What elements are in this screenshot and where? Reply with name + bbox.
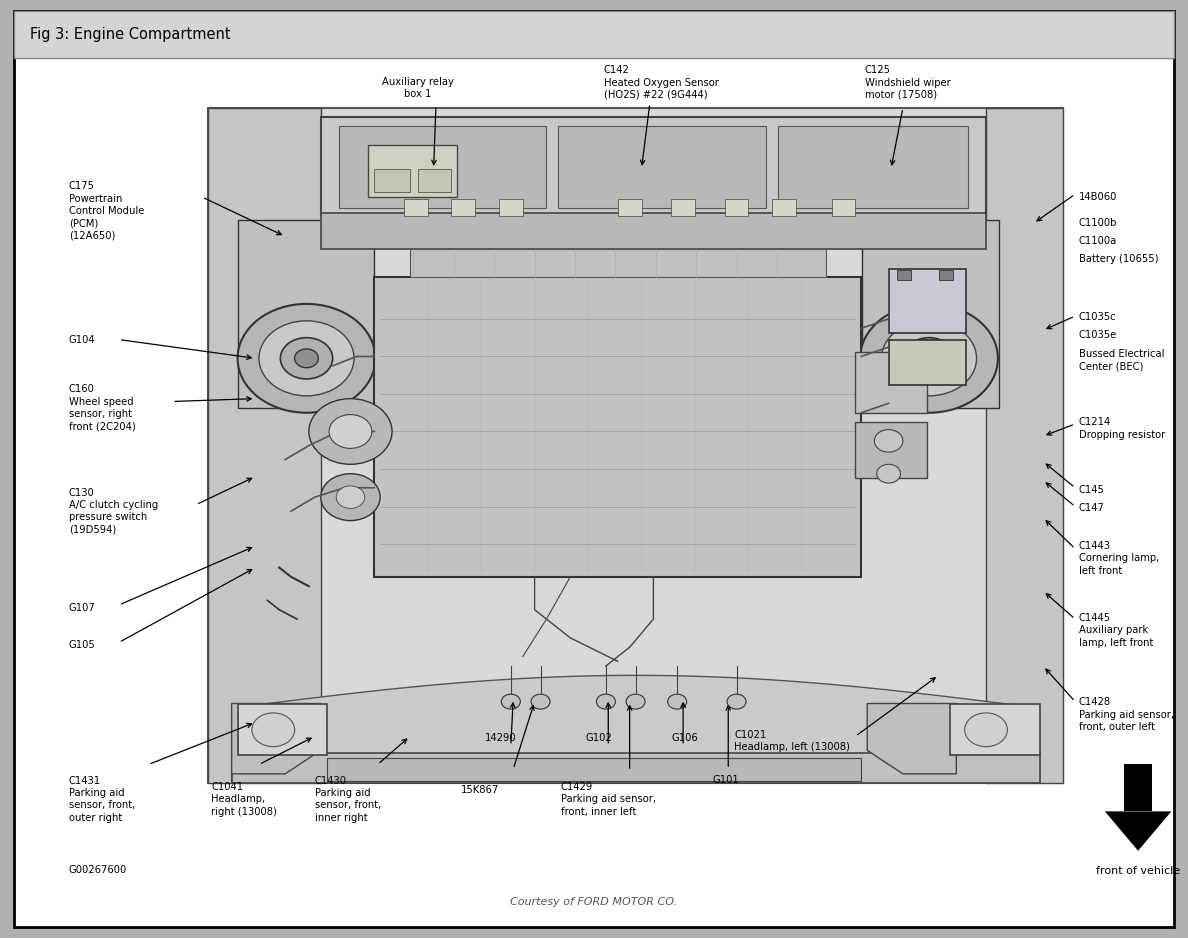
Circle shape xyxy=(917,349,941,368)
FancyBboxPatch shape xyxy=(374,169,410,192)
Circle shape xyxy=(877,464,901,483)
Circle shape xyxy=(626,694,645,709)
Polygon shape xyxy=(1105,811,1171,851)
Text: C1431
Parking aid
sensor, front,
outer right: C1431 Parking aid sensor, front, outer r… xyxy=(69,776,135,823)
Text: C1428
Parking aid sensor,
front, outer left: C1428 Parking aid sensor, front, outer l… xyxy=(1079,697,1174,733)
Text: Battery (10655): Battery (10655) xyxy=(1079,254,1158,264)
FancyBboxPatch shape xyxy=(855,422,927,478)
Text: C160
Wheel speed
sensor, right
front (2C204): C160 Wheel speed sensor, right front (2C… xyxy=(69,385,135,431)
FancyBboxPatch shape xyxy=(897,270,911,280)
Text: G00267600: G00267600 xyxy=(69,866,127,875)
Circle shape xyxy=(252,713,295,747)
Text: C1021
Headlamp, left (13008): C1021 Headlamp, left (13008) xyxy=(734,730,851,752)
FancyBboxPatch shape xyxy=(778,126,968,208)
Polygon shape xyxy=(232,675,1040,783)
Text: C175
Powertrain
Control Module
(PCM)
(12A650): C175 Powertrain Control Module (PCM) (12… xyxy=(69,181,144,241)
Text: C1035e: C1035e xyxy=(1079,330,1117,340)
FancyBboxPatch shape xyxy=(499,199,523,216)
Circle shape xyxy=(280,338,333,379)
Circle shape xyxy=(238,304,375,413)
Circle shape xyxy=(881,321,977,396)
Text: front of vehicle: front of vehicle xyxy=(1097,866,1180,876)
Text: C1429
Parking aid sensor,
front, inner left: C1429 Parking aid sensor, front, inner l… xyxy=(561,781,656,817)
Circle shape xyxy=(860,304,998,413)
Text: C1035c: C1035c xyxy=(1079,312,1117,322)
Text: C1443
Cornering lamp,
left front: C1443 Cornering lamp, left front xyxy=(1079,540,1159,576)
Text: C147: C147 xyxy=(1079,504,1105,513)
Text: G107: G107 xyxy=(69,603,96,613)
Polygon shape xyxy=(232,704,321,774)
Text: C1430
Parking aid
sensor, front,
inner right: C1430 Parking aid sensor, front, inner r… xyxy=(315,776,381,823)
Text: G102: G102 xyxy=(586,734,613,743)
Text: Auxiliary relay
box 1: Auxiliary relay box 1 xyxy=(383,77,454,99)
Text: C1214
Dropping resistor: C1214 Dropping resistor xyxy=(1079,417,1165,440)
Text: C142
Heated Oxygen Sensor
(HO2S) #22 (9G444): C142 Heated Oxygen Sensor (HO2S) #22 (9G… xyxy=(604,65,719,100)
FancyBboxPatch shape xyxy=(374,277,861,577)
Polygon shape xyxy=(867,704,956,774)
FancyBboxPatch shape xyxy=(889,269,966,333)
FancyBboxPatch shape xyxy=(855,352,927,413)
Text: C125
Windshield wiper
motor (17508): C125 Windshield wiper motor (17508) xyxy=(865,65,950,100)
FancyBboxPatch shape xyxy=(232,753,1040,783)
FancyBboxPatch shape xyxy=(618,199,642,216)
FancyBboxPatch shape xyxy=(725,199,748,216)
Text: C1041
Headlamp,
right (13008): C1041 Headlamp, right (13008) xyxy=(211,781,277,817)
Circle shape xyxy=(596,694,615,709)
FancyBboxPatch shape xyxy=(671,199,695,216)
Circle shape xyxy=(874,430,903,452)
Text: G105: G105 xyxy=(69,641,96,650)
Text: C145: C145 xyxy=(1079,485,1105,494)
FancyBboxPatch shape xyxy=(238,220,374,408)
FancyBboxPatch shape xyxy=(14,11,1174,927)
FancyBboxPatch shape xyxy=(950,704,1040,755)
Text: 14290: 14290 xyxy=(485,734,517,743)
Circle shape xyxy=(321,474,380,521)
FancyBboxPatch shape xyxy=(862,220,999,408)
Circle shape xyxy=(309,399,392,464)
FancyBboxPatch shape xyxy=(368,145,457,197)
Circle shape xyxy=(259,321,354,396)
Text: C1445
Auxiliary park
lamp, left front: C1445 Auxiliary park lamp, left front xyxy=(1079,613,1154,648)
FancyBboxPatch shape xyxy=(208,108,321,783)
FancyBboxPatch shape xyxy=(772,199,796,216)
Text: C1100b: C1100b xyxy=(1079,219,1117,228)
Text: C130
A/C clutch cycling
pressure switch
(19D594): C130 A/C clutch cycling pressure switch … xyxy=(69,488,158,535)
FancyBboxPatch shape xyxy=(558,126,766,208)
FancyBboxPatch shape xyxy=(1124,764,1152,811)
Text: Bussed Electrical
Center (BEC): Bussed Electrical Center (BEC) xyxy=(1079,349,1164,371)
FancyBboxPatch shape xyxy=(889,340,966,385)
Circle shape xyxy=(668,694,687,709)
FancyBboxPatch shape xyxy=(986,108,1063,783)
Text: C1100a: C1100a xyxy=(1079,236,1117,246)
Text: Fig 3: Engine Compartment: Fig 3: Engine Compartment xyxy=(30,27,230,42)
Circle shape xyxy=(965,713,1007,747)
FancyBboxPatch shape xyxy=(327,758,861,781)
Circle shape xyxy=(903,338,955,379)
Text: G104: G104 xyxy=(69,335,95,344)
Circle shape xyxy=(336,486,365,508)
Text: 14B060: 14B060 xyxy=(1079,192,1117,202)
FancyBboxPatch shape xyxy=(238,704,327,755)
Circle shape xyxy=(531,694,550,709)
FancyBboxPatch shape xyxy=(404,199,428,216)
FancyBboxPatch shape xyxy=(410,249,826,277)
FancyBboxPatch shape xyxy=(451,199,475,216)
FancyBboxPatch shape xyxy=(339,126,546,208)
Text: G106: G106 xyxy=(671,734,699,743)
Circle shape xyxy=(329,415,372,448)
FancyBboxPatch shape xyxy=(14,11,1174,58)
Circle shape xyxy=(501,694,520,709)
FancyBboxPatch shape xyxy=(321,117,986,216)
FancyBboxPatch shape xyxy=(832,199,855,216)
FancyBboxPatch shape xyxy=(208,108,1063,783)
Text: 15K867: 15K867 xyxy=(461,785,499,794)
Text: G101: G101 xyxy=(713,776,740,785)
Circle shape xyxy=(295,349,318,368)
Text: Courtesy of FORD MOTOR CO.: Courtesy of FORD MOTOR CO. xyxy=(511,898,677,907)
FancyBboxPatch shape xyxy=(939,270,953,280)
FancyBboxPatch shape xyxy=(321,213,986,249)
FancyBboxPatch shape xyxy=(418,169,451,192)
Circle shape xyxy=(727,694,746,709)
